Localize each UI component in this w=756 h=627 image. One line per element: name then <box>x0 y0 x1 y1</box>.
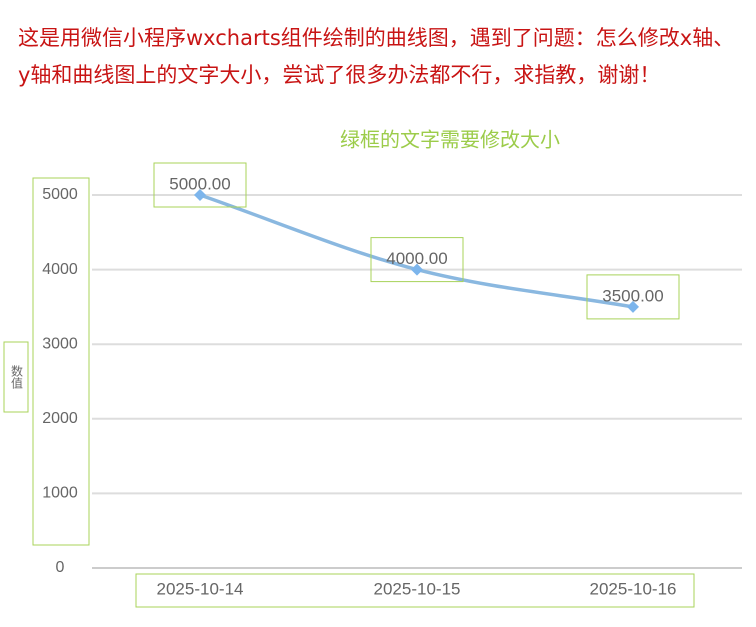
value-label: 3500.00 <box>602 286 663 305</box>
value-label: 5000.00 <box>169 174 230 193</box>
highlight-box <box>32 177 90 546</box>
highlight-box <box>370 237 464 283</box>
point-marker <box>627 300 639 313</box>
highlight-box <box>135 573 695 608</box>
point-marker <box>411 263 423 276</box>
question-text: 这是用微信小程序wxcharts组件绘制的曲线图，遇到了问题：怎么修改x轴、y轴… <box>18 26 735 87</box>
y-tick-label: 1000 <box>42 485 78 502</box>
value-label: 4000.00 <box>386 249 447 268</box>
y-tick-label: 5000 <box>42 186 78 203</box>
highlight-box <box>153 162 247 208</box>
highlight-box <box>3 341 29 413</box>
x-tick-label: 2025-10-14 <box>157 579 244 598</box>
annotation: 绿框的文字需要修改大小 <box>340 128 560 152</box>
y-tick-label: 0 <box>56 559 65 576</box>
x-tick-label: 2025-10-15 <box>374 579 461 598</box>
x-tick-label: 2025-10-16 <box>590 579 677 598</box>
y-tick-label: 2000 <box>42 410 78 427</box>
y-tick-label: 3000 <box>42 335 78 352</box>
point-marker <box>194 189 206 201</box>
y-tick-label: 4000 <box>42 261 78 278</box>
highlight-box <box>586 274 680 320</box>
y-axis-label: 数值 <box>10 364 24 390</box>
